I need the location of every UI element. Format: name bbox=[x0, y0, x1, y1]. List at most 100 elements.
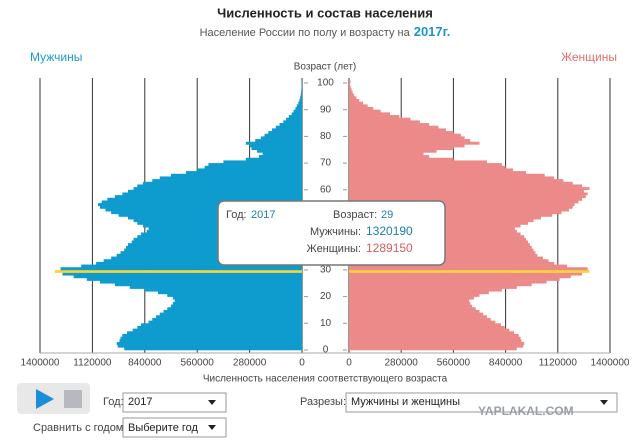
bar bbox=[171, 305, 302, 308]
bar bbox=[173, 302, 302, 305]
x-tick-label: 840000 bbox=[128, 358, 162, 369]
y-tick-label: 90 bbox=[320, 104, 332, 115]
bar bbox=[301, 91, 302, 94]
bar bbox=[156, 315, 302, 318]
bar bbox=[61, 267, 302, 270]
bar bbox=[118, 345, 302, 348]
bar bbox=[128, 190, 302, 193]
bar bbox=[349, 345, 523, 348]
bar bbox=[349, 297, 474, 300]
bar bbox=[349, 342, 524, 345]
bar bbox=[349, 302, 470, 305]
bar bbox=[349, 174, 545, 177]
x-tick-label: 840000 bbox=[489, 358, 523, 369]
sections-value: Мужчины и женщины bbox=[351, 396, 460, 408]
legend-women: Женщины bbox=[561, 50, 617, 64]
bar bbox=[255, 139, 302, 142]
bar bbox=[299, 99, 302, 102]
stop-button[interactable] bbox=[64, 390, 82, 408]
bar bbox=[87, 278, 302, 281]
bar bbox=[115, 283, 302, 286]
bar bbox=[137, 326, 302, 329]
bar bbox=[349, 91, 353, 94]
tooltip: Год: 2017 Возраст: 29 Мужчины: Женщины: … bbox=[218, 201, 445, 265]
bar bbox=[349, 139, 470, 142]
bar bbox=[349, 88, 352, 91]
bar bbox=[171, 174, 302, 177]
bar bbox=[349, 289, 502, 292]
bar bbox=[124, 347, 302, 350]
bar bbox=[349, 168, 513, 171]
bar bbox=[349, 195, 586, 198]
bar bbox=[265, 134, 302, 137]
x-tick-label: 0 bbox=[299, 358, 305, 369]
bar bbox=[294, 110, 302, 113]
bar bbox=[349, 152, 424, 155]
bar bbox=[349, 270, 589, 273]
bar bbox=[167, 307, 302, 310]
bar bbox=[349, 110, 381, 113]
bar bbox=[349, 120, 420, 123]
y-tick-label: 0 bbox=[323, 345, 329, 356]
tooltip-age: 29 bbox=[381, 209, 393, 221]
x-tick-label: 560000 bbox=[437, 358, 471, 369]
y-tick-label: 80 bbox=[320, 131, 332, 142]
bar bbox=[298, 102, 302, 105]
bar bbox=[349, 83, 350, 86]
bar bbox=[349, 184, 582, 187]
bar bbox=[349, 118, 411, 121]
bar bbox=[223, 160, 302, 163]
bar bbox=[74, 275, 302, 278]
bar bbox=[173, 297, 302, 300]
bar bbox=[349, 337, 521, 340]
bar bbox=[122, 334, 302, 337]
bar bbox=[349, 126, 438, 129]
legend-men: Мужчины bbox=[30, 50, 82, 64]
bar bbox=[349, 104, 368, 107]
bar bbox=[167, 294, 302, 297]
sections-label: Разрезы: bbox=[300, 396, 346, 408]
bar bbox=[349, 187, 589, 190]
bar bbox=[250, 144, 302, 147]
bar bbox=[297, 104, 302, 107]
bar bbox=[349, 134, 461, 137]
bar bbox=[349, 144, 465, 147]
y-tick-label: 100 bbox=[317, 78, 334, 89]
bar bbox=[292, 112, 302, 115]
y-tick-label: 20 bbox=[320, 291, 332, 302]
x-tick-label: 1120000 bbox=[73, 358, 112, 369]
bar bbox=[251, 147, 302, 150]
y-axis-label: Возраст (лет) bbox=[294, 62, 357, 73]
bar bbox=[175, 299, 302, 302]
watermark: YAPLAKAL.COM bbox=[478, 404, 574, 418]
bar bbox=[349, 305, 472, 308]
x-tick-label: 1120000 bbox=[539, 358, 578, 369]
bar bbox=[268, 131, 302, 134]
bar bbox=[349, 315, 487, 318]
bar bbox=[120, 339, 302, 342]
tooltip-year-label: Год: bbox=[226, 209, 247, 221]
bar bbox=[349, 123, 429, 126]
bar bbox=[349, 339, 521, 342]
bar bbox=[261, 136, 302, 139]
bar bbox=[152, 179, 302, 182]
bar bbox=[349, 176, 554, 179]
bar bbox=[349, 275, 571, 278]
bar bbox=[164, 310, 302, 313]
bar bbox=[349, 131, 453, 134]
bar bbox=[349, 179, 563, 182]
tooltip-year: 2017 bbox=[251, 209, 275, 221]
bar bbox=[349, 136, 465, 139]
bar bbox=[160, 176, 302, 179]
tooltip-men-label: Мужчины: bbox=[310, 226, 361, 238]
bar bbox=[349, 182, 573, 185]
bar bbox=[263, 152, 302, 155]
bar bbox=[246, 158, 302, 161]
bar bbox=[349, 313, 483, 316]
bar bbox=[301, 80, 302, 83]
bar bbox=[197, 168, 302, 171]
tooltip-women-value: 1289150 bbox=[366, 241, 413, 255]
